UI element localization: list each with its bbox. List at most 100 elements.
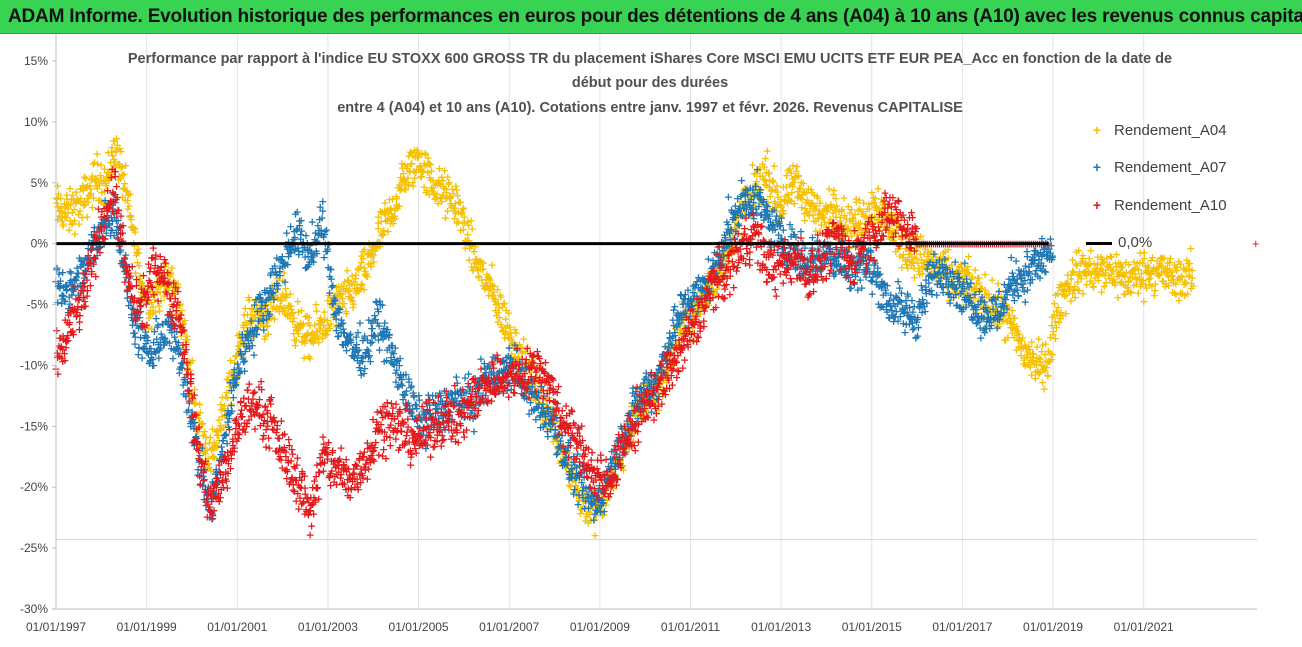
- point-rendement_a04: +: [96, 169, 105, 182]
- point-rendement_a04: +: [70, 214, 79, 227]
- point-rendement_a04: +: [58, 220, 67, 233]
- point-rendement_a04: +: [83, 179, 92, 192]
- point-rendement_a10: +: [182, 338, 191, 351]
- point-rendement_a04: +: [91, 171, 100, 184]
- point-rendement_a04: +: [1043, 369, 1052, 382]
- point-rendement_a04: +: [118, 169, 127, 182]
- point-rendement_a10: +: [118, 219, 127, 232]
- point-rendement_a04: +: [130, 225, 139, 238]
- point-rendement_a04: +: [81, 181, 90, 194]
- point-rendement_a04: +: [144, 294, 153, 307]
- point-rendement_a04: +: [57, 200, 66, 213]
- point-rendement_a04: +: [88, 169, 97, 182]
- point-rendement_a04: +: [157, 277, 166, 290]
- point-rendement_a04: +: [115, 157, 124, 170]
- point-rendement_a04: +: [101, 177, 110, 190]
- point-rendement_a04: +: [121, 159, 130, 172]
- point-rendement_a04: +: [65, 223, 74, 236]
- point-rendement_a04: +: [176, 298, 185, 311]
- point-rendement_a10: +: [192, 408, 201, 421]
- point-rendement_a04: +: [153, 285, 162, 298]
- grid-layer: [55, 34, 1257, 609]
- point-rendement_a04: +: [62, 189, 71, 202]
- point-rendement_a10: +: [190, 388, 199, 401]
- point-rendement_a04: +: [126, 211, 135, 224]
- point-rendement_a04: +: [55, 204, 64, 217]
- point-rendement_a04: +: [144, 307, 153, 320]
- point-rendement_a04: +: [123, 194, 132, 207]
- point-rendement_a04: +: [171, 277, 180, 290]
- point-rendement_a04: +: [161, 260, 170, 273]
- point-rendement_a04: +: [170, 288, 179, 301]
- point-rendement_a04: +: [471, 240, 480, 253]
- point-rendement_a10: +: [91, 270, 100, 283]
- point-rendement_a04: +: [121, 194, 130, 207]
- point-rendement_a04: +: [131, 267, 140, 280]
- point-rendement_a04: +: [85, 179, 94, 192]
- point-rendement_a04: +: [84, 196, 93, 209]
- point-rendement_a04: +: [98, 196, 107, 209]
- point-rendement_a10: +: [118, 234, 127, 247]
- point-rendement_a04: +: [305, 352, 314, 365]
- point-rendement_a04: +: [81, 198, 90, 211]
- point-rendement_a04: +: [160, 280, 169, 293]
- point-rendement_a10: +: [95, 246, 104, 259]
- point-rendement_a04: +: [132, 248, 141, 261]
- point-rendement_a04: +: [137, 281, 146, 294]
- point-rendement_a04: +: [76, 192, 85, 205]
- point-rendement_a04: +: [89, 191, 98, 204]
- point-rendement_a04: +: [73, 192, 82, 205]
- point-rendement_a04: +: [1048, 348, 1057, 361]
- point-rendement_a04: +: [129, 221, 138, 234]
- point-rendement_a04: +: [124, 188, 133, 201]
- point-rendement_a10: +: [60, 354, 69, 367]
- point-rendement_a04: +: [58, 206, 67, 219]
- point-rendement_a04: +: [166, 268, 175, 281]
- point-rendement_a04: +: [168, 289, 177, 302]
- point-rendement_a04: +: [90, 156, 99, 169]
- point-rendement_a04: +: [162, 282, 171, 295]
- point-rendement_a04: +: [152, 280, 161, 293]
- point-rendement_a04: +: [160, 289, 169, 302]
- point-rendement_a04: +: [92, 173, 101, 186]
- point-rendement_a04: +: [154, 280, 163, 293]
- point-rendement_a04: +: [157, 269, 166, 282]
- point-rendement_a04: +: [375, 240, 384, 253]
- point-rendement_a04: +: [69, 203, 78, 216]
- point-rendement_a04: +: [108, 149, 117, 162]
- point-rendement_a04: +: [84, 189, 93, 202]
- point-rendement_a04: +: [139, 289, 148, 302]
- point-rendement_a04: +: [175, 308, 184, 321]
- point-rendement_a04: +: [102, 179, 111, 192]
- point-rendement_a04: +: [157, 279, 166, 292]
- point-rendement_a04: +: [763, 144, 772, 157]
- point-rendement_a04: +: [60, 210, 69, 223]
- point-rendement_a04: +: [57, 211, 66, 224]
- point-rendement_a04: +: [104, 166, 113, 179]
- point-rendement_a04: +: [166, 267, 175, 280]
- point-rendement_a04: +: [113, 139, 122, 152]
- point-rendement_a04: +: [139, 279, 148, 292]
- point-rendement_a04: +: [138, 276, 147, 289]
- point-rendement_a04: +: [146, 307, 155, 320]
- point-rendement_a04: +: [127, 221, 136, 234]
- point-rendement_a04: +: [56, 192, 65, 205]
- point-rendement_a04: +: [56, 204, 65, 217]
- point-rendement_a04: +: [172, 305, 181, 318]
- point-rendement_a04: +: [86, 183, 95, 196]
- point-rendement_a04: +: [108, 162, 117, 175]
- point-rendement_a04: +: [167, 298, 176, 311]
- point-rendement_a04: +: [359, 283, 368, 296]
- point-rendement_a04: +: [138, 289, 147, 302]
- points-layer: ++++++++++++++++++++++++++++++++++++++++…: [51, 132, 1198, 542]
- point-rendement_a04: +: [121, 184, 130, 197]
- point-rendement_a04: +: [79, 199, 88, 212]
- point-rendement_a07: +: [960, 257, 969, 270]
- point-rendement_a04: +: [66, 198, 75, 211]
- point-rendement_a04: +: [131, 223, 140, 236]
- point-rendement_a04: +: [1189, 280, 1198, 293]
- point-rendement_a04: +: [64, 198, 73, 211]
- point-rendement_a04: +: [68, 206, 77, 219]
- point-rendement_a04: +: [94, 194, 103, 207]
- point-rendement_a04: +: [120, 177, 129, 190]
